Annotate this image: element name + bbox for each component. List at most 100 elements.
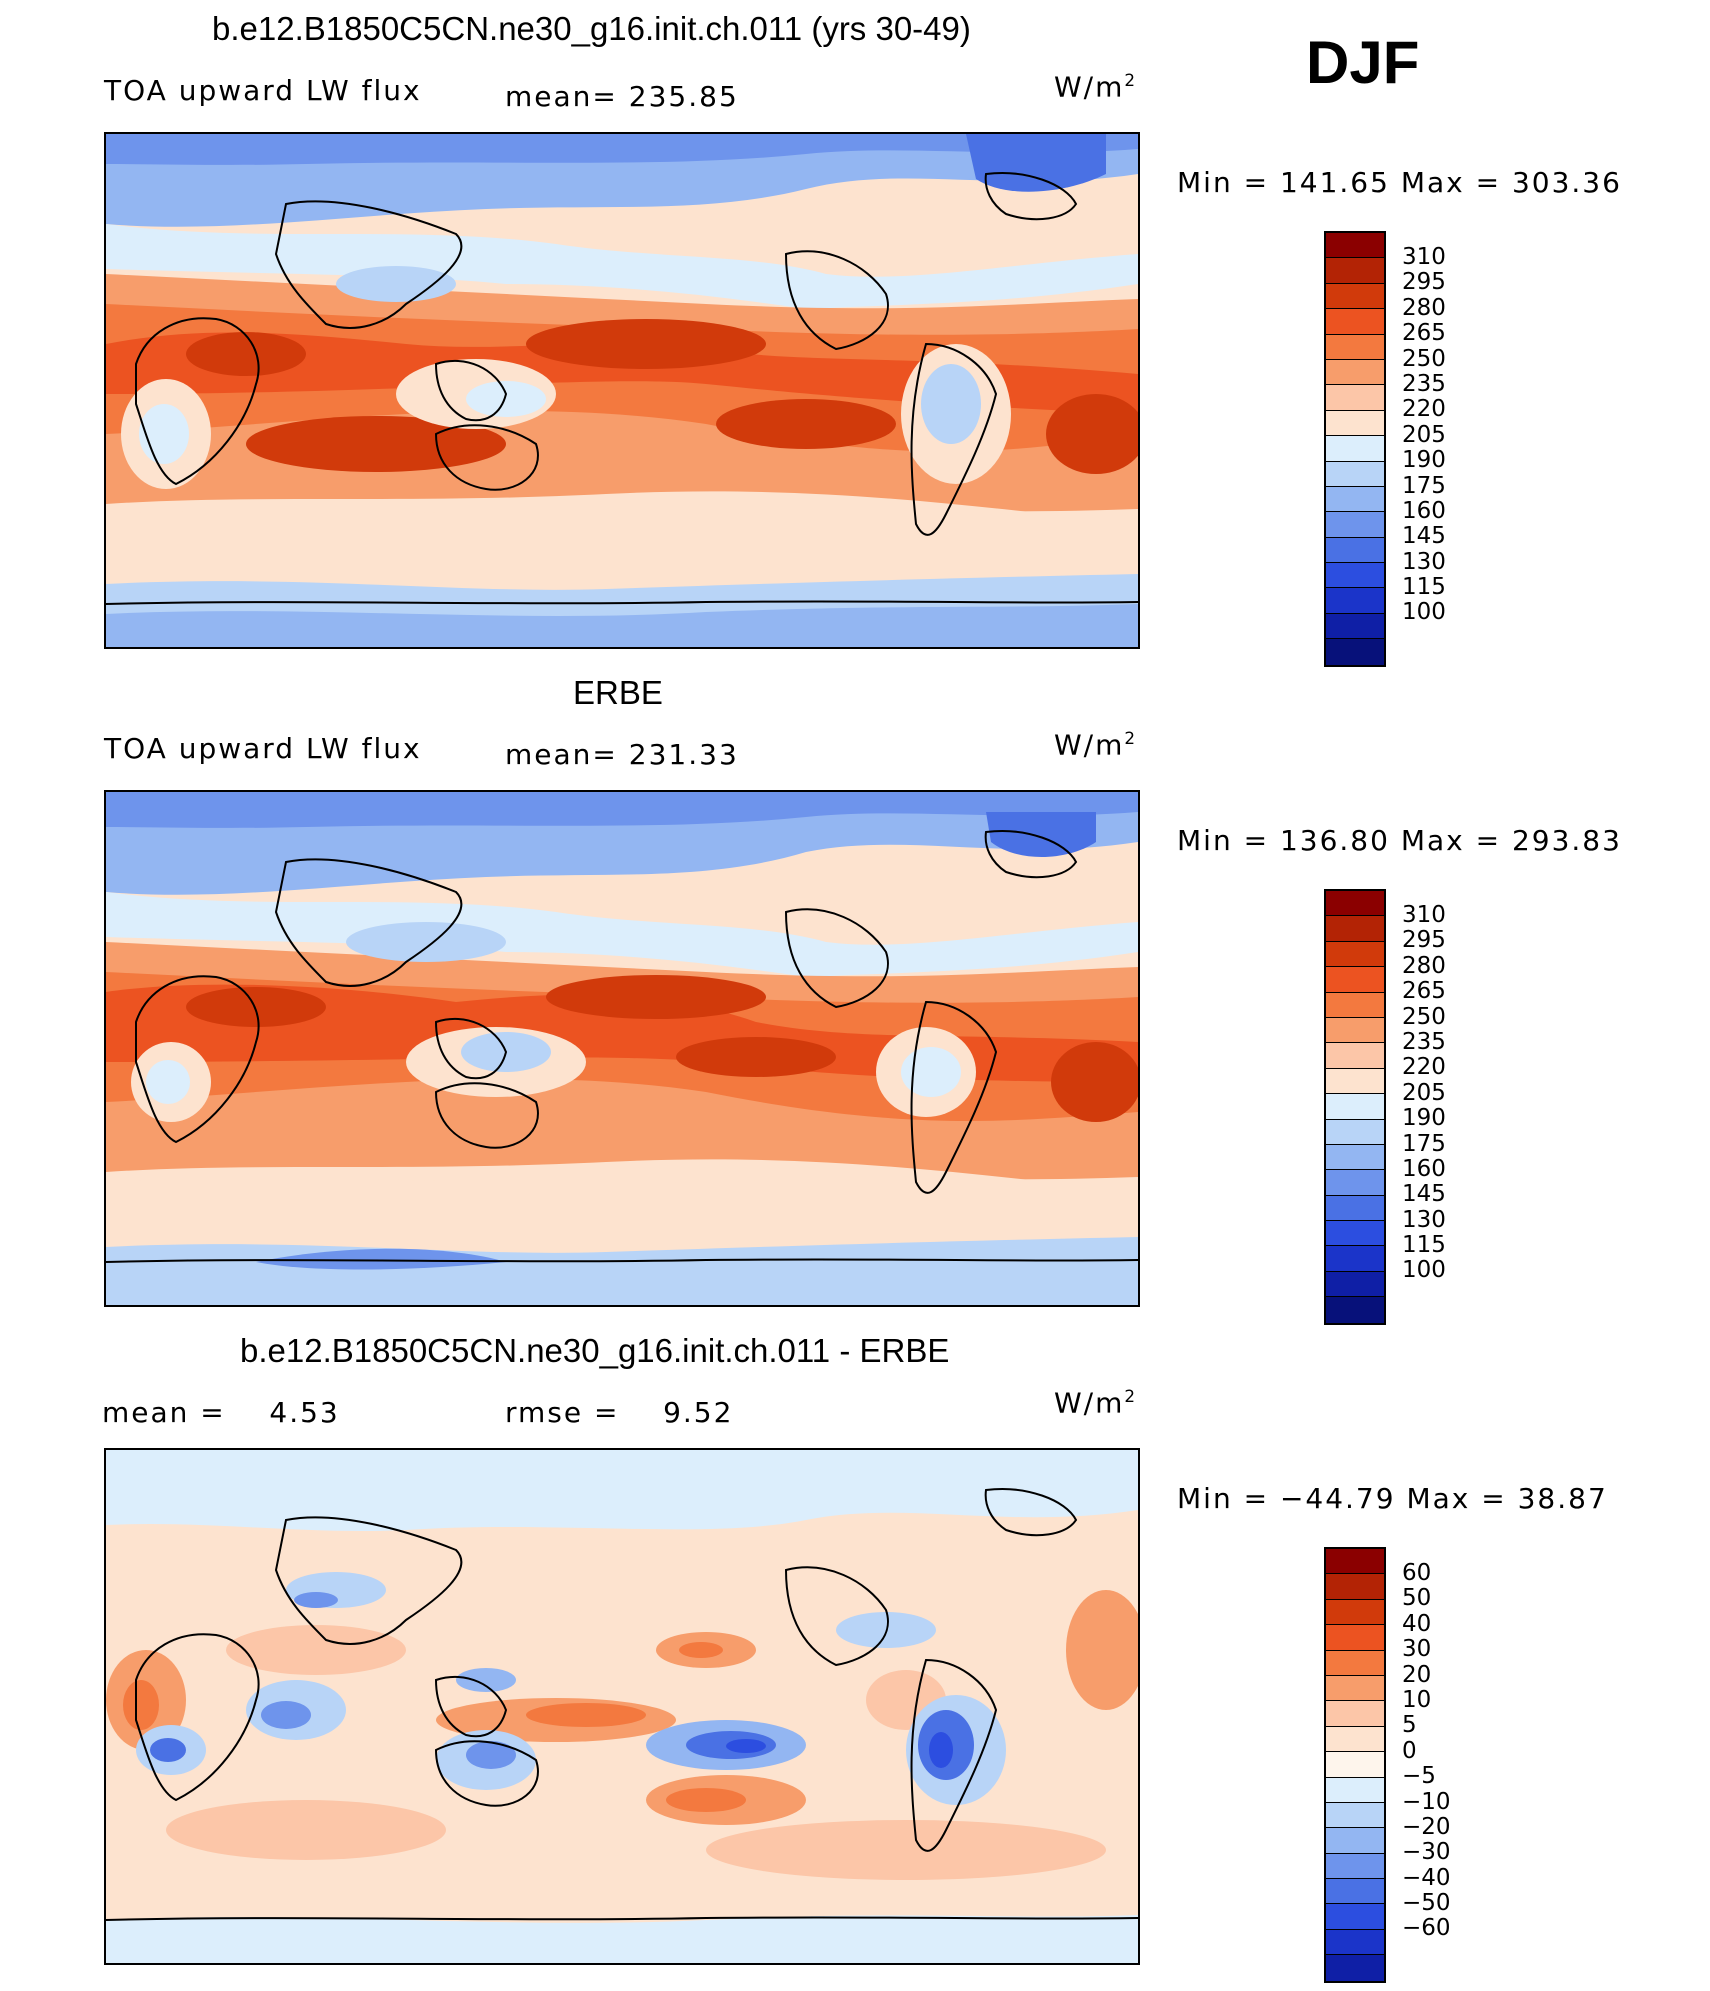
colorbar-swatch bbox=[1326, 1246, 1384, 1272]
colorbar-tick-label: 190 bbox=[1402, 1105, 1446, 1132]
panel3-rmse: rmse = 9.52 bbox=[505, 1396, 733, 1429]
panel2-unit-base: W/m bbox=[1054, 728, 1125, 762]
panel2-title: ERBE bbox=[573, 674, 663, 711]
colorbar-swatch bbox=[1326, 1271, 1384, 1298]
panel1-unit-sup: 2 bbox=[1124, 70, 1138, 90]
colorbar-swatch bbox=[1326, 588, 1384, 614]
colorbar-tick-label: −60 bbox=[1402, 1915, 1451, 1942]
colorbar-tick-label: 220 bbox=[1402, 1054, 1446, 1081]
colorbar-swatch bbox=[1326, 233, 1384, 259]
panel3-mean-value: 4.53 bbox=[269, 1396, 340, 1429]
colorbar-tick-label: 160 bbox=[1402, 1155, 1446, 1182]
colorbar-swatch bbox=[1326, 461, 1384, 487]
colorbar-swatch bbox=[1326, 1701, 1384, 1727]
colorbar-swatch bbox=[1326, 1853, 1384, 1880]
panel2-map bbox=[104, 790, 1140, 1307]
colorbar-swatch bbox=[1326, 1068, 1384, 1095]
colorbar-swatch bbox=[1326, 1904, 1384, 1930]
panel1-map bbox=[104, 132, 1140, 649]
colorbar-tick-label: 160 bbox=[1402, 497, 1446, 524]
colorbar-swatch bbox=[1326, 941, 1384, 968]
colorbar-tick-label: −50 bbox=[1402, 1890, 1451, 1917]
season-label: DJF bbox=[1306, 29, 1420, 96]
colorbar-tick-label: 235 bbox=[1402, 1028, 1446, 1055]
colorbar-swatch bbox=[1326, 283, 1384, 310]
colorbar-tick-label: 280 bbox=[1402, 952, 1446, 979]
colorbar-swatch bbox=[1326, 1929, 1384, 1956]
panel1-minmax: Min = 141.65 Max = 303.36 bbox=[1177, 166, 1622, 199]
panel1-mean-value: 235.85 bbox=[628, 80, 739, 113]
colorbar-tick-label: −20 bbox=[1402, 1813, 1451, 1840]
colorbar-swatch bbox=[1326, 1599, 1384, 1626]
colorbar-tick-label: 130 bbox=[1402, 1206, 1446, 1233]
colorbar-tick-label: 295 bbox=[1402, 269, 1446, 296]
colorbar-swatch bbox=[1326, 436, 1384, 462]
colorbar-tick-label: 30 bbox=[1402, 1636, 1432, 1663]
panel3-map bbox=[104, 1448, 1140, 1965]
colorbar-tick-label: 310 bbox=[1402, 244, 1446, 270]
colorbar-tick-label: 205 bbox=[1402, 1079, 1446, 1106]
panel1-title: b.e12.B1850C5CN.ne30_g16.init.ch.011 (yr… bbox=[212, 10, 971, 47]
colorbar-tick-label: 115 bbox=[1402, 1232, 1446, 1259]
colorbar-swatch bbox=[1326, 1828, 1384, 1854]
colorbar-tick-label: 175 bbox=[1402, 472, 1446, 499]
colorbar-swatch bbox=[1326, 1297, 1384, 1323]
colorbar-swatch bbox=[1326, 537, 1384, 564]
colorbar-swatch bbox=[1326, 1675, 1384, 1702]
colorbar-tick-label: 190 bbox=[1402, 447, 1446, 474]
colorbar-swatch bbox=[1326, 1170, 1384, 1196]
colorbar-tick-label: 265 bbox=[1402, 320, 1446, 347]
colorbar-tick-label: 20 bbox=[1402, 1661, 1432, 1688]
panel1-unit: W/m2 bbox=[1054, 70, 1137, 103]
colorbar-swatch bbox=[1326, 1221, 1384, 1247]
colorbar-swatch bbox=[1326, 1043, 1384, 1069]
colorbar-tick-label: −10 bbox=[1402, 1788, 1451, 1815]
colorbar-swatch bbox=[1326, 1119, 1384, 1145]
colorbar-swatch bbox=[1326, 309, 1384, 335]
colorbar-swatch bbox=[1326, 1574, 1384, 1600]
colorbar-swatch bbox=[1326, 1726, 1384, 1753]
colorbar-swatch bbox=[1326, 1017, 1384, 1044]
panel2-colorbar-ticks: 310 295 280 265 250 235 220 205 190 175 … bbox=[1402, 902, 1446, 1284]
colorbar-swatch bbox=[1326, 992, 1384, 1018]
colorbar-tick-label: 0 bbox=[1402, 1737, 1417, 1764]
colorbar-tick-label: −30 bbox=[1402, 1839, 1451, 1866]
colorbar-swatch bbox=[1326, 1094, 1384, 1120]
panel3-unit: W/m2 bbox=[1054, 1386, 1137, 1419]
panel1-colorbar bbox=[1324, 231, 1386, 667]
colorbar-tick-label: 145 bbox=[1402, 523, 1446, 550]
panel1-colorbar-ticks: 310 295 280 265 250 235 220 205 190 175 … bbox=[1402, 244, 1446, 626]
panel1-mean-label: mean= 235.85 bbox=[505, 80, 739, 113]
colorbar-swatch bbox=[1326, 1650, 1384, 1676]
panel2-mean-value: 231.33 bbox=[628, 738, 739, 771]
colorbar-tick-label: 115 bbox=[1402, 574, 1446, 601]
colorbar-swatch bbox=[1326, 1955, 1384, 1981]
colorbar-tick-label: 280 bbox=[1402, 294, 1446, 321]
panel2-mean-label-text: mean= bbox=[505, 738, 618, 771]
panel1-mean-label-text: mean= bbox=[505, 80, 618, 113]
panel3-mean-label: mean = bbox=[102, 1396, 226, 1429]
panel2-mean-label: mean= 231.33 bbox=[505, 738, 739, 771]
colorbar-swatch bbox=[1326, 1625, 1384, 1651]
panel1-variable-label: TOA upward LW flux bbox=[104, 74, 422, 107]
colorbar-tick-label: 220 bbox=[1402, 396, 1446, 423]
panel2-unit: W/m2 bbox=[1054, 728, 1137, 761]
colorbar-swatch bbox=[1326, 639, 1384, 665]
colorbar-tick-label: 250 bbox=[1402, 345, 1446, 372]
colorbar-swatch bbox=[1326, 385, 1384, 411]
colorbar-tick-label: 5 bbox=[1402, 1712, 1417, 1739]
colorbar-tick-label: 50 bbox=[1402, 1585, 1432, 1612]
colorbar-tick-label: 235 bbox=[1402, 370, 1446, 397]
panel3-minmax: Min = −44.79 Max = 38.87 bbox=[1177, 1482, 1608, 1515]
colorbar-swatch bbox=[1326, 1195, 1384, 1222]
colorbar-swatch bbox=[1326, 967, 1384, 993]
colorbar-swatch bbox=[1326, 1879, 1384, 1905]
panel2-minmax: Min = 136.80 Max = 293.83 bbox=[1177, 824, 1622, 857]
colorbar-tick-label: 265 bbox=[1402, 978, 1446, 1005]
colorbar-tick-label: −5 bbox=[1402, 1763, 1436, 1790]
colorbar-swatch bbox=[1326, 1802, 1384, 1829]
colorbar-swatch bbox=[1326, 1777, 1384, 1803]
colorbar-tick-label: 100 bbox=[1402, 599, 1446, 626]
panel1-unit-base: W/m bbox=[1054, 70, 1125, 104]
panel3-title: b.e12.B1850C5CN.ne30_g16.init.ch.011 - E… bbox=[240, 1332, 950, 1369]
